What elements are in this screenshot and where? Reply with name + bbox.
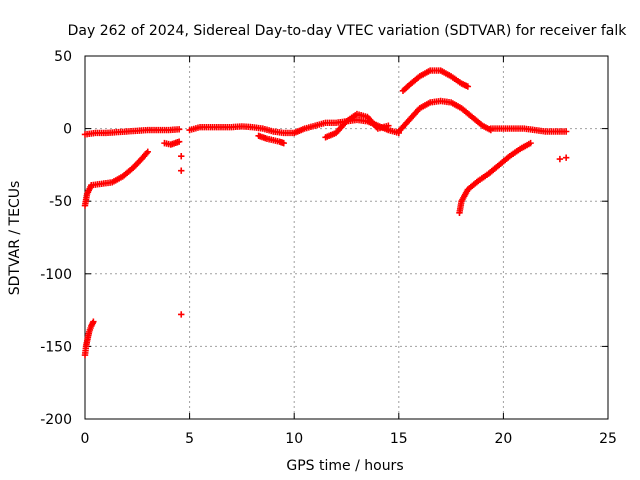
x-axis-label: GPS time / hours bbox=[286, 458, 403, 474]
x-tick-label: 5 bbox=[185, 431, 194, 447]
series-isolated-b bbox=[556, 154, 570, 163]
series-track-dip-a bbox=[161, 138, 183, 148]
x-tick-label: 25 bbox=[599, 431, 617, 447]
y-tick-label: 0 bbox=[63, 122, 72, 138]
data-point bbox=[527, 139, 534, 147]
series-track-mid-d bbox=[322, 110, 392, 141]
data-point bbox=[175, 138, 183, 145]
y-axis-label: SDTVAR / TECUs bbox=[7, 181, 23, 296]
y-tick-label: -200 bbox=[40, 412, 72, 428]
y-tick-label: -50 bbox=[49, 194, 72, 210]
y-tick-label: -150 bbox=[40, 339, 72, 355]
x-tick-label: 0 bbox=[81, 431, 90, 447]
series-track-near-zero-b bbox=[487, 125, 570, 135]
data-point bbox=[464, 83, 472, 90]
data-point bbox=[178, 152, 185, 160]
axes: 0 5 10 15 20 25 -200 -150 -100 -50 0 50 bbox=[40, 49, 617, 447]
data-point bbox=[144, 148, 151, 156]
series-track-mid-b bbox=[255, 132, 287, 147]
series-track-mid-a bbox=[186, 123, 298, 137]
series-track-peak-a bbox=[399, 67, 472, 95]
y-tick-label: -100 bbox=[40, 267, 72, 283]
series-track-near-zero-a bbox=[81, 126, 183, 138]
series-track-peak-b bbox=[395, 97, 495, 135]
chart-title: Day 262 of 2024, Sidereal Day-to-day VTE… bbox=[68, 23, 628, 39]
data-point bbox=[385, 122, 392, 129]
data-point bbox=[280, 139, 287, 147]
grid-lines bbox=[85, 56, 608, 419]
data-point bbox=[175, 126, 183, 133]
series-isolated-a bbox=[178, 152, 185, 318]
series-track-rising-b bbox=[456, 139, 534, 217]
data-point bbox=[562, 154, 570, 161]
series-track-low-a bbox=[81, 318, 97, 359]
data-series bbox=[81, 67, 570, 359]
data-point bbox=[90, 318, 97, 325]
plot-frame bbox=[84, 55, 609, 420]
data-point bbox=[178, 167, 185, 174]
x-tick-label: 20 bbox=[494, 431, 512, 447]
data-point bbox=[562, 128, 570, 135]
data-point bbox=[556, 155, 564, 163]
x-tick-label: 10 bbox=[285, 431, 303, 447]
series-track-rising-a bbox=[81, 148, 151, 209]
y-tick-label: 50 bbox=[54, 49, 72, 65]
x-tick-label: 15 bbox=[390, 431, 408, 447]
data-point bbox=[178, 311, 185, 318]
